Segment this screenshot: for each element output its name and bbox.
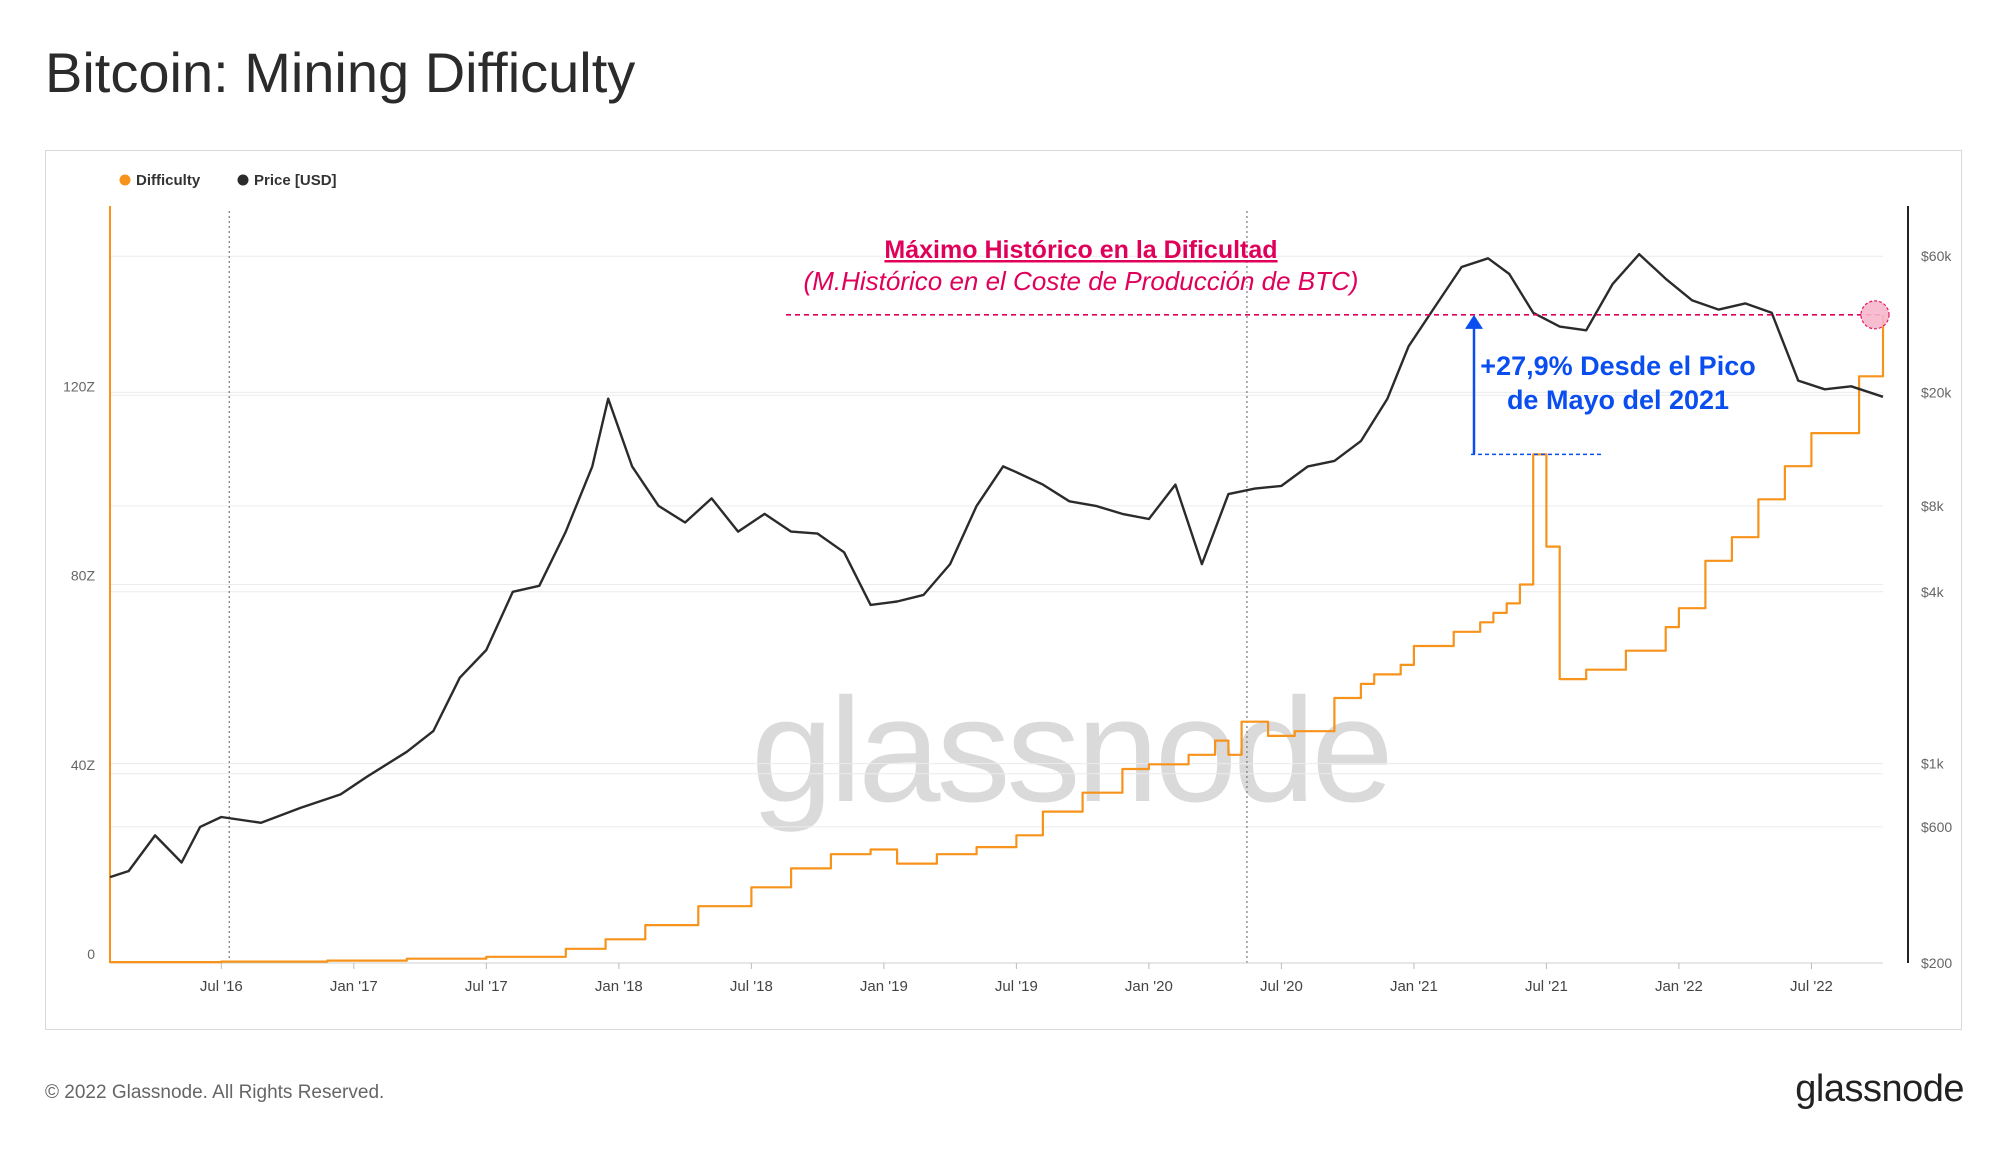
x-tick-label: Jan '21 [1390,978,1438,995]
legend-difficulty-label: Difficulty [136,172,201,189]
x-tick-label: Jul '20 [1260,978,1303,995]
ath-title: Máximo Histórico en la Dificultad [884,236,1277,264]
difficulty-series-line [110,314,1885,964]
brand-logo: glassnode [1795,1068,1964,1110]
ath-highlight-circle [1860,300,1890,330]
x-tick-label: Jan '22 [1655,978,1703,995]
chart-panel: glassnode 0 40Z 80Z 120Z $200 $600 $1k $4k $8k $2… [45,150,1962,1030]
change-arrow-head [1465,314,1483,329]
page-title: Bitcoin: Mining Difficulty [45,41,636,104]
change-label-line2: de Mayo del 2021 [1507,385,1729,415]
ath-subtitle: (M.Histórico en el Coste de Producción d… [804,266,1359,296]
grid-lines [110,255,1883,964]
x-tick-label: Jan '17 [330,978,378,995]
y-right-tick-label: $20k [1921,384,1952,400]
y-right-tick-label: $4k [1921,584,1945,600]
change-label-line1: +27,9% Desde el Pico [1480,351,1755,381]
chart-svg[interactable]: 0 40Z 80Z 120Z $200 $600 $1k $4k $8k $20k $60k Jul … [46,151,1963,1031]
y-left-tick-label: 40Z [71,757,96,773]
price-series-line [109,253,1884,879]
y-left-tick-label: 0 [87,946,95,962]
legend-price-label: Price [USD] [254,172,337,189]
x-tick-label: Jul '22 [1790,978,1833,995]
y-left-tick-label: 80Z [71,568,96,584]
y-right-tick-label: $1k [1921,756,1945,772]
legend: Difficulty Price [USD] [119,172,337,189]
copyright-footer: © 2022 Glassnode. All Rights Reserved. [45,1082,385,1103]
x-tick-label: Jan '18 [595,978,643,995]
y-right-tick-label: $200 [1921,955,1952,971]
y-right-tick-label: $8k [1921,498,1945,514]
annotations: Máximo Histórico en la Dificultad(M.Hist… [786,236,1890,456]
y-right-tick-label: $600 [1921,819,1952,835]
x-tick-label: Jul '16 [200,978,243,995]
vertical-markers [228,211,1248,963]
legend-price-dot [237,174,249,186]
x-tick-label: Jul '17 [465,978,508,995]
x-tick-label: Jan '20 [1125,978,1173,995]
legend-difficulty-dot [119,174,131,186]
x-tick-label: Jul '18 [730,978,773,995]
y-right-tick-label: $60k [1921,248,1952,264]
x-tick-label: Jul '21 [1525,978,1568,995]
axes: 0 40Z 80Z 120Z $200 $600 $1k $4k $8k $20k $60k Jul … [63,206,1952,995]
y-left-tick-label: 120Z [63,378,95,394]
x-tick-label: Jul '19 [995,978,1038,995]
watermark: glassnode [751,668,1394,833]
series-layer [109,253,1885,964]
x-tick-label: Jan '19 [860,978,908,995]
